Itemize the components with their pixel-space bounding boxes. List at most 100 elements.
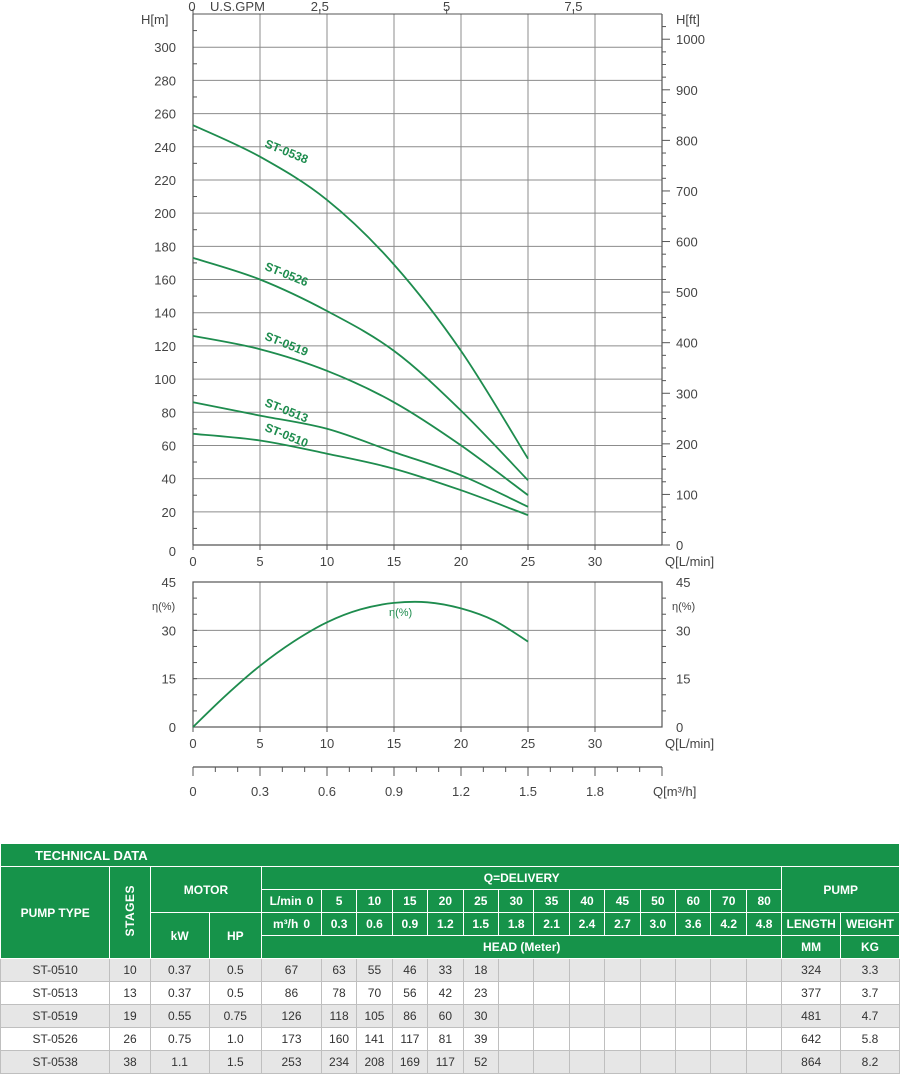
length-cell: 864 xyxy=(781,1050,842,1074)
length-header: LENGTH xyxy=(781,912,842,936)
technical-data-table-wrapper: TECHNICAL DATA PUMP TYPE STAGES MOTOR Q=… xyxy=(0,843,900,1074)
x-tick-label: 25 xyxy=(521,554,535,569)
weight-cell: 5.8 xyxy=(840,1027,900,1051)
lmin-cell: 70 xyxy=(710,889,747,913)
head-curve-st-0519 xyxy=(192,335,529,496)
y-tick-label: 120 xyxy=(154,339,176,354)
eff-x-tick-label: 25 xyxy=(521,736,535,751)
head-cell: 39 xyxy=(462,1027,499,1051)
motor-header: MOTOR xyxy=(149,866,263,913)
m3h-cell: 2.7 xyxy=(604,912,641,936)
y-axis-label-left: H[m] xyxy=(141,12,168,27)
weight-cell: 4.7 xyxy=(840,1004,900,1028)
head-curve-st-0510 xyxy=(192,432,529,516)
eff-x-tick-label: 10 xyxy=(320,736,334,751)
head-cell: 173 xyxy=(261,1027,322,1051)
technical-data-table: TECHNICAL DATA PUMP TYPE STAGES MOTOR Q=… xyxy=(0,843,900,1074)
head-cell xyxy=(675,981,712,1005)
y-axis-label-right: H[ft] xyxy=(676,12,700,27)
eff-y-tick-label: 45 xyxy=(162,575,176,590)
head-cell xyxy=(745,1050,783,1074)
y-tick-label: 0 xyxy=(169,544,176,559)
head-cell: 33 xyxy=(427,958,464,982)
head-cell xyxy=(604,1004,641,1028)
head-cell: 118 xyxy=(320,1004,358,1028)
head-cell: 86 xyxy=(391,1004,429,1028)
head-cell: 126 xyxy=(261,1004,322,1028)
head-cell xyxy=(497,1004,535,1028)
efficiency-curve xyxy=(192,600,529,728)
head-cell xyxy=(604,981,641,1005)
m3h-cell: 1.8 xyxy=(497,912,535,936)
m3h-tick-label: 1.5 xyxy=(519,784,537,799)
lmin-cell: 25 xyxy=(462,889,499,913)
lmin-cell: 20 xyxy=(427,889,464,913)
kg-header: KG xyxy=(840,935,900,959)
y-right-tick-label: 800 xyxy=(676,133,698,148)
y-right-tick-label: 0 xyxy=(676,538,683,553)
y-right-tick-label: 300 xyxy=(676,386,698,401)
eff-y-right-tick-label: 45 xyxy=(676,575,690,590)
length-cell: 642 xyxy=(781,1027,842,1051)
curve-label: ST-0526 xyxy=(263,259,311,289)
m3h-cell: 4.2 xyxy=(710,912,747,936)
head-cell xyxy=(675,1027,712,1051)
m3h-cell: 2.1 xyxy=(533,912,570,936)
x-tick-label: 15 xyxy=(387,554,401,569)
head-curve-st-0513 xyxy=(192,401,529,508)
y-right-tick-label: 700 xyxy=(676,184,698,199)
head-cell: 208 xyxy=(356,1050,393,1074)
table-title: TECHNICAL DATA xyxy=(0,843,900,867)
mm-header: MM xyxy=(781,935,842,959)
hp-cell: 0.75 xyxy=(208,1004,263,1028)
stages-cell: 13 xyxy=(109,981,151,1005)
eff-y-tick-label: 0 xyxy=(169,720,176,735)
eff-y-right-tick-label: 0 xyxy=(676,720,683,735)
stages-header-text: STAGES xyxy=(123,885,138,937)
curve-label: ST-0519 xyxy=(263,329,311,359)
head-cell: 141 xyxy=(356,1027,393,1051)
eff-x-tick-label: 20 xyxy=(454,736,468,751)
lmin-cell: 30 xyxy=(497,889,535,913)
m3h-tick-label: 0.6 xyxy=(318,784,336,799)
eff-x-tick-label: 5 xyxy=(256,736,263,751)
stages-header: STAGES xyxy=(109,866,151,959)
kw-cell: 0.75 xyxy=(149,1027,210,1051)
lmin-cell: 60 xyxy=(675,889,712,913)
lmin-cell: 45 xyxy=(604,889,641,913)
head-cell xyxy=(604,958,641,982)
table-row: ST-0526 26 0.75 1.0 173 160 141 117 81 39 642 5.8 xyxy=(0,1027,900,1051)
pump-type-cell: ST-0519 xyxy=(0,1004,111,1028)
delivery-header: Q=DELIVERY xyxy=(261,866,783,890)
head-cell: 46 xyxy=(391,958,429,982)
y-right-tick-label: 100 xyxy=(676,487,698,502)
y-tick-label: 200 xyxy=(154,206,176,221)
head-header: HEAD (Meter) xyxy=(261,935,783,959)
head-cell xyxy=(745,1004,783,1028)
eff-y-tick-label: 15 xyxy=(162,672,176,687)
head-cell: 78 xyxy=(320,981,358,1005)
lmin-cell: 10 xyxy=(356,889,393,913)
eff-x-tick-label: 30 xyxy=(588,736,602,751)
y-right-tick-label: 400 xyxy=(676,336,698,351)
head-curve-st-0526 xyxy=(192,257,529,481)
table-row: ST-0538 38 1.1 1.5 253 234 208 169 117 52 864 8.2 xyxy=(0,1050,900,1074)
table-row: ST-0519 19 0.55 0.75 126 118 105 86 60 30 481 4.7 xyxy=(0,1004,900,1028)
head-cell xyxy=(568,958,606,982)
stages-cell: 38 xyxy=(109,1050,151,1074)
head-cell xyxy=(639,1027,677,1051)
head-cell xyxy=(710,1004,747,1028)
eff-y-right-tick-label: 30 xyxy=(676,623,690,638)
pump-type-header: PUMP TYPE xyxy=(0,866,111,959)
head-cell xyxy=(639,981,677,1005)
x-tick-label: 5 xyxy=(256,554,263,569)
table-row: ST-0513 13 0.37 0.5 86 78 70 56 42 23 377 3.7 xyxy=(0,981,900,1005)
head-cell xyxy=(710,1050,747,1074)
m3h-tick-label: 0 xyxy=(189,784,196,799)
pump-type-cell: ST-0510 xyxy=(0,958,111,982)
x-tick-label: 10 xyxy=(320,554,334,569)
lmin-row: L/min 0 5 10 15 20 25 30 35 40 45 50 60 70 80 xyxy=(1,889,900,913)
y-right-tick-label: 600 xyxy=(676,235,698,250)
head-cell xyxy=(604,1027,641,1051)
eff-y-axis-label-left: η(%) xyxy=(152,601,175,613)
